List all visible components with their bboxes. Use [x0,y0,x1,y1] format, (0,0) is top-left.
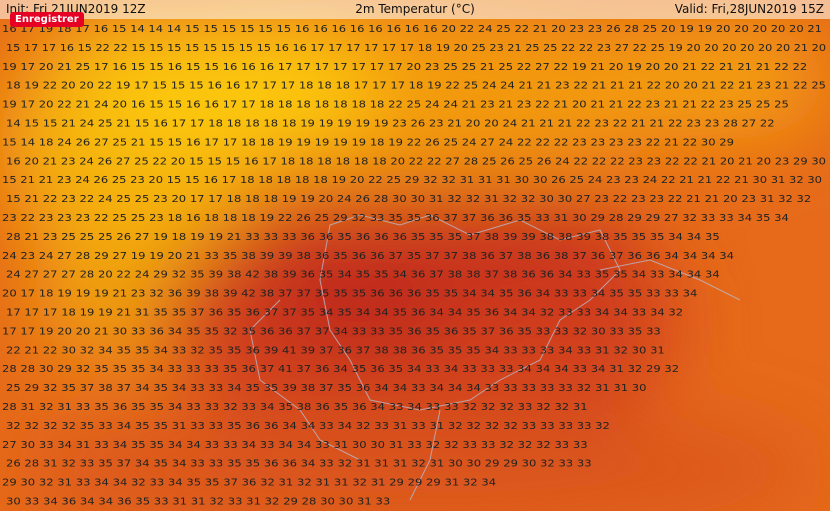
valid-label: Valid: Fri,28JUN2019 15Z [675,2,824,16]
temperature-row: 17 17 17 18 19 19 21 31 35 35 37 36 35 3… [6,308,683,319]
temperature-row: 17 17 19 20 20 21 30 33 36 34 35 35 32 3… [2,326,661,337]
temperature-row: 29 30 32 31 33 34 34 32 33 34 35 35 37 3… [2,478,496,489]
temperature-row: 19 17 20 22 21 24 20 16 15 15 16 16 17 1… [2,100,789,111]
temperature-row: 22 21 22 30 32 34 35 35 34 33 32 35 35 3… [6,345,665,356]
borders [249,214,741,501]
temperature-row: 15 14 18 24 26 27 25 21 15 15 16 17 17 1… [2,137,734,148]
temperature-row: 16 20 21 23 24 26 27 25 22 20 15 15 15 1… [6,156,826,167]
temperature-row: 15 21 21 23 24 26 25 23 20 15 15 16 17 1… [2,175,822,186]
temperature-row: 27 30 33 34 31 33 34 35 35 34 34 33 33 3… [2,440,588,451]
temperature-row: 28 31 32 31 33 35 36 35 35 34 33 33 32 3… [2,402,588,413]
map-title: 2m Temperatur (°C) [355,2,475,16]
temperature-row: 16 17 19 18 17 16 15 14 14 14 15 15 15 1… [2,24,822,35]
save-button[interactable]: Enregistrer [10,12,84,27]
temperature-row: 20 17 18 19 19 19 21 23 32 36 39 38 39 4… [2,289,697,300]
temperature-row: 26 28 31 32 33 35 37 34 35 34 33 33 35 3… [6,459,592,470]
header-bar [0,0,830,19]
temperature-row: 32 32 32 32 35 33 34 35 35 31 33 33 35 3… [6,421,610,432]
temperature-row: 15 17 17 16 15 22 22 15 15 15 15 15 15 1… [6,43,826,54]
temperature-row: 28 21 23 25 25 25 26 27 19 18 19 19 21 3… [6,232,720,243]
temperature-row: 25 29 32 35 37 38 37 34 35 34 33 33 34 3… [6,383,647,394]
temperature-row: 24 23 24 27 28 29 27 19 19 20 21 33 35 3… [2,251,734,262]
temperature-row: 23 22 23 23 23 22 25 25 23 18 16 18 18 1… [2,213,789,224]
temperature-row: 15 21 22 23 22 24 25 25 23 20 17 17 18 1… [6,194,811,205]
temperature-row: 19 17 20 21 25 17 16 15 15 16 15 15 16 1… [2,62,807,73]
temperature-row: 30 33 34 36 34 34 36 35 33 31 31 32 33 3… [6,497,390,508]
temperature-row: 28 28 30 29 32 35 35 35 34 33 33 33 35 3… [2,364,679,375]
temperature-row: 14 15 15 21 24 25 21 15 16 17 17 18 18 1… [6,119,775,130]
temperature-row: 18 19 22 20 20 22 19 17 15 15 15 16 16 1… [6,81,826,92]
temperature-row: 24 27 27 27 28 20 22 24 29 32 35 39 38 4… [6,270,720,281]
